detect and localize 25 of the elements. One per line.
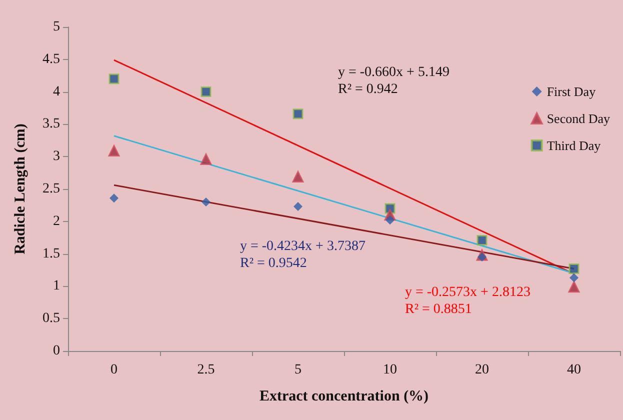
x-tick-label: 40 — [567, 362, 581, 378]
x-tick-label: 2.5 — [197, 362, 215, 378]
x-tick-label: 10 — [383, 362, 397, 378]
y-tick-label: 0.5 — [42, 311, 60, 326]
y-tick-label: 3.5 — [42, 116, 60, 132]
annotation: y = -0.4234x + 3.7387 R² = 0.9542 — [240, 239, 366, 271]
legend-label: Third Day — [546, 138, 602, 153]
y-tick-label: 4.5 — [42, 52, 60, 67]
y-tick-label: 0 — [53, 344, 60, 358]
y-tick-label: 3 — [53, 149, 60, 164]
legend-label: First Day — [546, 84, 596, 99]
x-tick-label: 5 — [294, 362, 302, 378]
y-tick-label: 5 — [53, 20, 60, 34]
y-tick-label: 2.5 — [42, 182, 60, 196]
y-tick-label: 4 — [53, 84, 60, 100]
annotation: y = -0.660x + 5.149 R² = 0.942 — [338, 65, 450, 97]
legend-label: Second Day — [546, 111, 610, 126]
x-tick-label: 20 — [475, 362, 489, 378]
y-axis-title: Radicle Length (cm) — [12, 124, 28, 254]
y-tick-label: 2 — [53, 214, 60, 229]
x-tick-label: 0 — [110, 362, 118, 378]
annotation: y = -0.2573x + 2.8123 R² = 0.8851 — [405, 285, 530, 317]
y-tick-label: 1.5 — [42, 246, 60, 262]
y-tick-label: 1 — [53, 278, 60, 294]
x-axis-title: Extract concentration (%) — [259, 388, 429, 404]
